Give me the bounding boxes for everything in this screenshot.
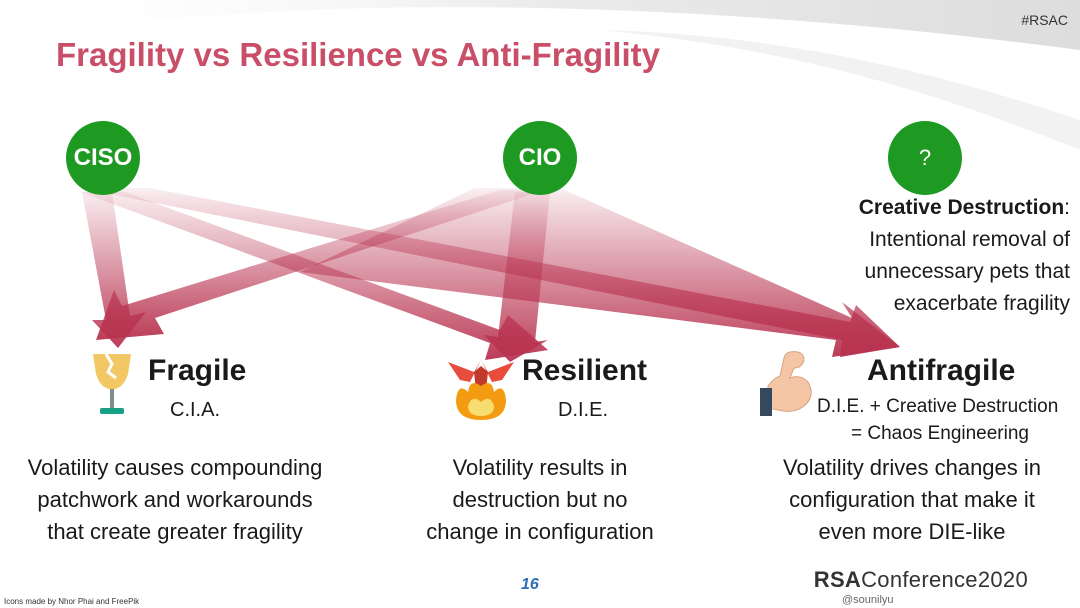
- arrow-cio-to-resilient: [484, 192, 550, 362]
- flexed-bicep-icon: [760, 351, 812, 416]
- rsa-conference-logo: RSAConference2020: [814, 567, 1028, 593]
- page-number: 16: [521, 576, 539, 593]
- fragile-heading: Fragile: [148, 354, 247, 387]
- fragile-desc-line-1: Volatility causes compounding: [27, 455, 323, 480]
- ciso-label: CISO: [73, 144, 133, 171]
- antifragile-heading: Antifragile: [867, 354, 1016, 387]
- fragile-desc-line-3: that create greater fragility: [47, 519, 303, 544]
- creative-destruction-line-1: Intentional removal of: [869, 228, 1070, 251]
- antifragile-desc-line-3: even more DIE-like: [818, 519, 1006, 544]
- arrow-ciso-to-fragile: [82, 192, 146, 348]
- ciso-circle: CISO: [66, 121, 140, 195]
- antifragile-desc-line-2: configuration that make it: [789, 487, 1035, 512]
- broken-glass-icon: [93, 353, 131, 414]
- antifragile-subtitle-2: = Chaos Engineering: [851, 423, 1029, 444]
- unknown-role-label: ?: [918, 145, 932, 170]
- resilient-desc-line-1: Volatility results in: [452, 455, 628, 480]
- fragile-description: Volatility causes compounding patchwork …: [0, 452, 350, 548]
- cio-circle: CIO: [503, 121, 577, 195]
- creative-destruction-term: Creative Destruction: [858, 196, 1065, 219]
- icon-credits: Icons made by Nhor Phai and FreePik: [4, 597, 140, 606]
- cio-label: CIO: [518, 144, 562, 171]
- resilient-desc-line-3: change in configuration: [426, 519, 654, 544]
- antifragile-subtitle-1: D.I.E. + Creative Destruction: [817, 396, 1059, 417]
- creative-destruction-note: Creative Destruction: Intentional remova…: [859, 192, 1070, 320]
- antifragile-description: Volatility drives changes in configurati…: [752, 452, 1072, 548]
- author-handle: @sounilyu: [842, 594, 894, 606]
- resilient-subtitle: D.I.E.: [558, 399, 609, 421]
- slide-title: Fragility vs Resilience vs Anti-Fragilit…: [56, 36, 660, 73]
- brand-rest: Conference2020: [861, 567, 1028, 592]
- creative-destruction-colon: :: [1064, 196, 1070, 219]
- creative-destruction-line-3: exacerbate fragility: [893, 292, 1070, 315]
- arrow-cio-to-fragile: [96, 190, 545, 340]
- arrow-ciso-to-resilient: [80, 192, 548, 360]
- unknown-role-circle: ?: [888, 121, 962, 195]
- creative-destruction-line-2: unnecessary pets that: [864, 260, 1070, 283]
- fragile-subtitle: C.I.A.: [170, 399, 221, 421]
- resilient-description: Volatility results in destruction but no…: [390, 452, 690, 548]
- hashtag-label: #RSAC: [1021, 12, 1068, 28]
- resilient-heading: Resilient: [522, 354, 648, 387]
- phoenix-icon: [448, 360, 514, 420]
- antifragile-desc-line-1: Volatility drives changes in: [782, 455, 1042, 480]
- brand-bold: RSA: [813, 567, 862, 592]
- resilient-desc-line-2: destruction but no: [452, 487, 628, 512]
- fragile-desc-line-2: patchwork and workarounds: [37, 487, 313, 512]
